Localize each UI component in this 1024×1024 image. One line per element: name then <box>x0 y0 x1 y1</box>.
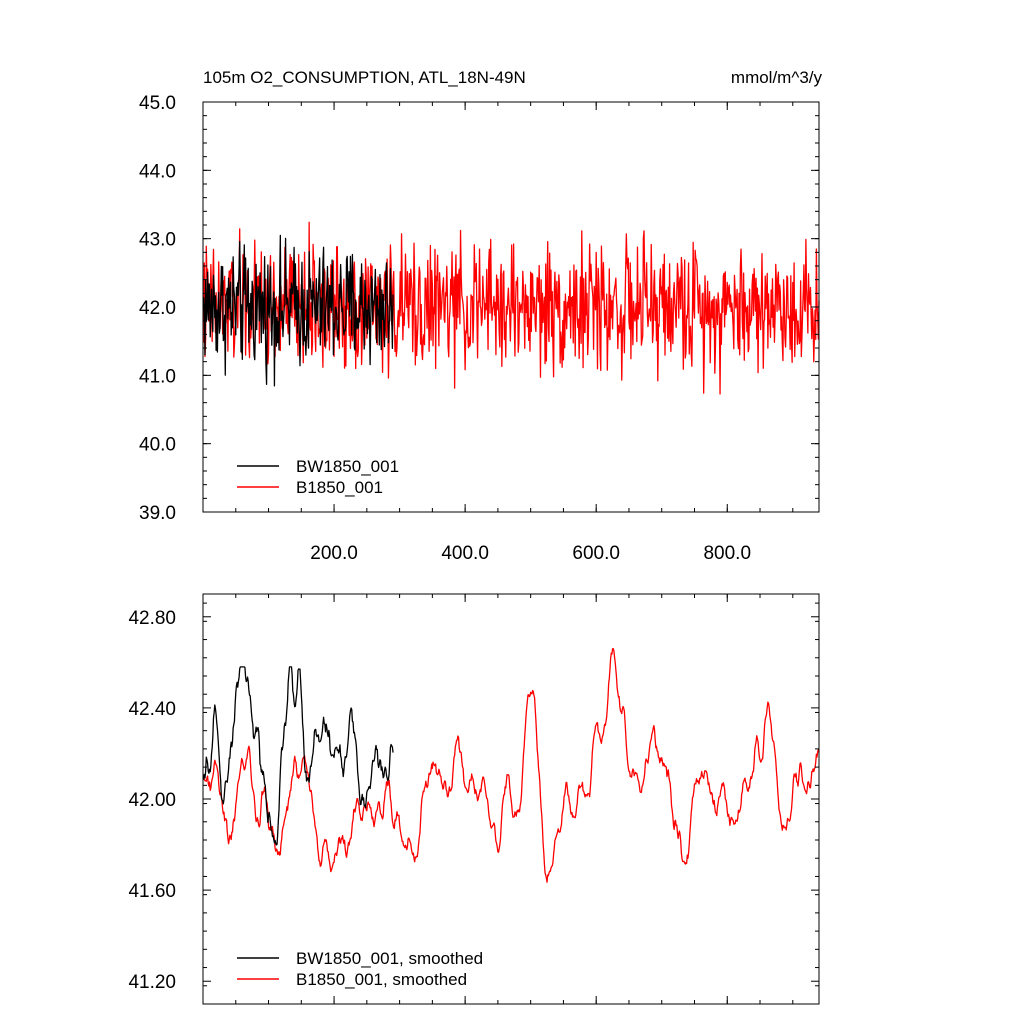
bottom-legend: BW1850_001, smoothed B1850_001, smoothed <box>237 949 483 989</box>
x-tick-label: 800.0 <box>703 543 751 564</box>
top-legend: BW1850_001 B1850_001 <box>237 457 399 497</box>
y-tick-label: 44.0 <box>139 161 176 182</box>
x-tick-label: 200.0 <box>310 543 358 564</box>
y-tick-label: 41.20 <box>128 972 176 993</box>
series-line-1-1 <box>203 648 820 883</box>
y-tick-label: 45.0 <box>139 93 176 114</box>
y-tick-label: 42.80 <box>128 608 176 629</box>
legend-label: BW1850_001, smoothed <box>296 949 483 968</box>
y-tick-label: 43.0 <box>139 230 176 251</box>
x-tick-label: 400.0 <box>441 543 489 564</box>
bottom-series-layer <box>203 648 820 883</box>
y-tick-label: 41.0 <box>139 366 176 387</box>
bottom-tick-layer: 41.20 41.60 42.00 42.40 42.80 <box>128 594 819 1005</box>
top-series-layer <box>203 221 820 395</box>
bottom-panel: 41.20 41.60 42.00 42.40 42.80 BW1850_001, sm… <box>128 593 820 1005</box>
y-tick-label: 39.0 <box>139 503 176 524</box>
y-tick-label: 42.0 <box>139 298 176 319</box>
legend-label: B1850_001 <box>296 478 383 497</box>
series-line-1-0 <box>203 666 394 846</box>
y-tick-label: 41.60 <box>128 881 176 902</box>
top-panel: 105m O2_CONSUMPTION, ATL_18N-49N mmol/m^… <box>139 68 822 564</box>
top-tick-layer: 39.0 40.0 41.0 42.0 43.0 44.0 45.0 200.0 400.0 60… <box>139 93 819 564</box>
series-line-0-0 <box>203 234 394 387</box>
y-tick-label: 42.40 <box>128 699 176 720</box>
legend-label: B1850_001, smoothed <box>296 970 467 989</box>
y-tick-label: 40.0 <box>139 435 176 456</box>
x-tick-label: 600.0 <box>572 543 620 564</box>
y-tick-label: 42.00 <box>128 790 176 811</box>
top-chart-title: 105m O2_CONSUMPTION, ATL_18N-49N <box>203 68 526 87</box>
top-chart-units: mmol/m^3/y <box>731 68 823 87</box>
legend-label: BW1850_001 <box>296 457 399 476</box>
